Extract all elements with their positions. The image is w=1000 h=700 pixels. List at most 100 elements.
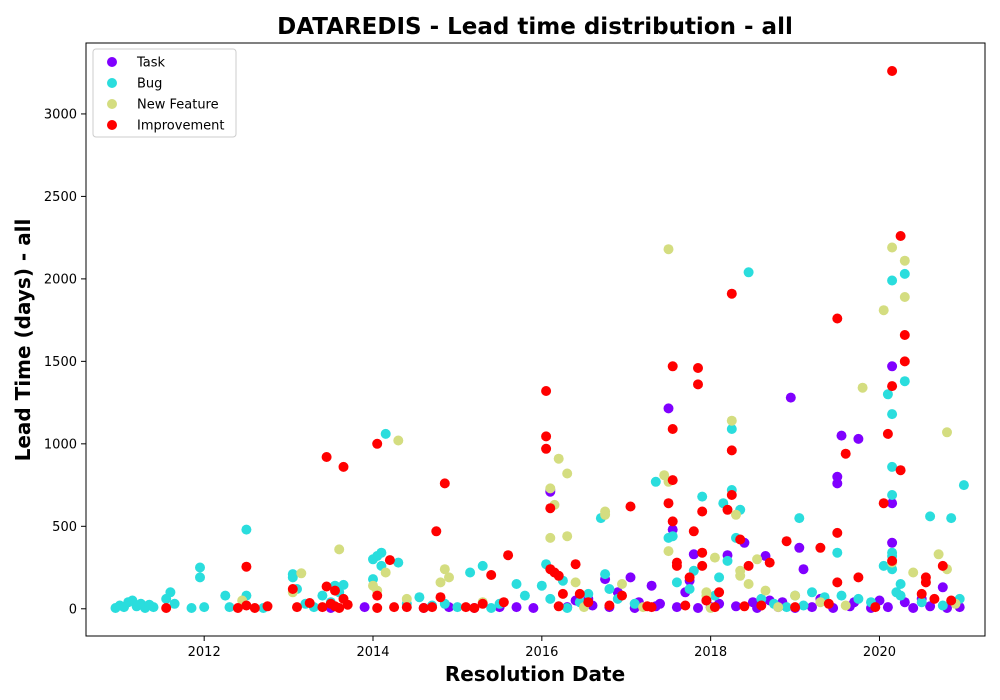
- data-point: [790, 590, 801, 601]
- data-point: [562, 531, 573, 542]
- data-point: [887, 537, 898, 548]
- data-point: [321, 452, 332, 462]
- data-point: [697, 491, 708, 502]
- y-tick-label: 1500: [44, 355, 77, 370]
- data-point: [697, 560, 708, 571]
- data-point: [895, 579, 906, 589]
- data-point: [807, 587, 817, 598]
- data-point: [887, 490, 898, 500]
- data-point: [650, 476, 661, 487]
- data-point: [401, 602, 412, 613]
- data-point: [815, 542, 826, 553]
- data-point: [887, 555, 898, 566]
- data-point: [629, 598, 640, 609]
- data-point: [840, 600, 851, 611]
- data-point: [929, 593, 940, 604]
- data-point: [925, 511, 936, 522]
- y-tick-label: 500: [52, 520, 77, 535]
- data-point: [241, 561, 252, 572]
- data-point: [790, 602, 801, 613]
- data-point: [764, 557, 775, 568]
- data-point: [372, 438, 383, 449]
- data-point: [857, 382, 868, 393]
- data-point: [570, 559, 581, 570]
- data-point: [296, 568, 307, 579]
- data-point: [882, 389, 893, 400]
- data-point: [878, 560, 889, 571]
- data-point: [667, 475, 678, 486]
- data-point: [870, 602, 881, 613]
- data-point: [701, 595, 712, 606]
- data-point: [321, 581, 332, 592]
- data-point: [427, 602, 438, 613]
- data-point: [553, 453, 564, 464]
- data-point: [726, 445, 737, 456]
- data-point: [882, 428, 893, 439]
- data-point: [292, 602, 302, 613]
- data-point: [465, 567, 476, 578]
- data-point: [663, 244, 674, 255]
- data-point: [887, 381, 898, 392]
- data-point: [317, 590, 328, 601]
- data-point: [726, 424, 737, 434]
- legend: Task Bug New Feature Improvement: [92, 48, 237, 138]
- data-point: [942, 427, 952, 438]
- x-tick-label: 2012: [188, 645, 221, 660]
- y-tick-label: 0: [69, 602, 77, 617]
- data-point: [840, 448, 851, 459]
- data-point: [414, 592, 425, 603]
- data-point: [697, 506, 708, 517]
- data-point: [435, 592, 446, 603]
- x-tick-label: 2016: [525, 645, 558, 660]
- data-point: [646, 580, 657, 591]
- legend-marker: [107, 57, 117, 67]
- data-point: [807, 602, 817, 613]
- data-point: [574, 588, 585, 599]
- data-point: [220, 590, 231, 601]
- data-point: [794, 513, 805, 524]
- data-point: [372, 590, 383, 601]
- data-point: [701, 587, 712, 598]
- legend-marker: [107, 120, 117, 130]
- x-axis-title: Resolution Date: [445, 662, 625, 686]
- data-point: [895, 465, 906, 476]
- data-point: [330, 585, 340, 596]
- data-point: [541, 431, 552, 442]
- data-point: [469, 603, 480, 613]
- data-point: [693, 379, 703, 390]
- data-point: [431, 526, 442, 537]
- data-point: [604, 584, 615, 594]
- data-point: [895, 590, 906, 601]
- y-tick-label: 2500: [44, 190, 77, 205]
- data-point: [946, 595, 957, 606]
- data-point: [946, 513, 957, 524]
- data-point: [726, 288, 737, 299]
- data-point: [553, 570, 564, 581]
- data-point: [625, 501, 636, 512]
- data-point: [477, 560, 488, 571]
- data-point: [908, 567, 919, 578]
- data-point: [570, 577, 581, 588]
- data-point: [735, 565, 746, 576]
- data-point: [798, 564, 809, 575]
- data-point: [401, 593, 412, 604]
- data-point: [937, 582, 948, 593]
- x-tick-label: 2018: [694, 645, 727, 660]
- data-point: [739, 601, 750, 612]
- data-point: [726, 490, 737, 500]
- data-point: [836, 430, 847, 441]
- data-point: [832, 577, 843, 588]
- data-point: [519, 590, 530, 601]
- data-point: [853, 572, 864, 583]
- data-point: [752, 554, 763, 565]
- data-point: [781, 602, 792, 613]
- data-point: [887, 66, 898, 76]
- data-point: [667, 531, 678, 542]
- data-point: [562, 603, 573, 613]
- data-point: [380, 567, 391, 578]
- y-axis-ticks: 0 500 1000 1500 2000 2500 3000: [44, 107, 86, 617]
- data-point: [937, 560, 948, 571]
- data-point: [435, 577, 446, 588]
- data-point: [671, 560, 682, 571]
- data-point: [832, 527, 843, 538]
